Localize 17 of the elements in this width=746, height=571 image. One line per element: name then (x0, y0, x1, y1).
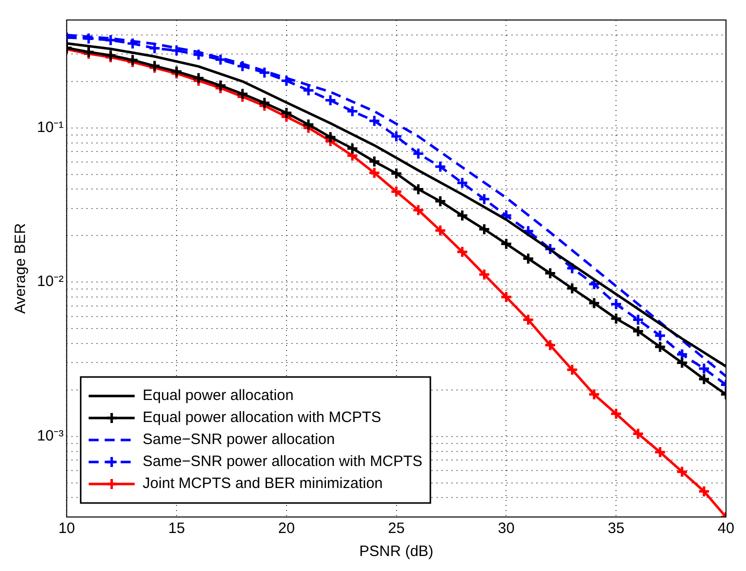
y-axis-title: Average BER (12, 223, 30, 314)
x-tick-label: 25 (388, 520, 405, 538)
x-tick-label: 30 (498, 520, 515, 538)
x-tick-label: 40 (718, 520, 734, 538)
legend-label: Same−SNR power allocation (142, 431, 335, 448)
legend-label: Equal power allocation with MCPTS (142, 409, 382, 426)
y-tick-label: 10⁻² (36, 273, 64, 290)
x-tick-label: 35 (608, 520, 624, 538)
y-tick-label: 10⁻¹ (36, 118, 64, 136)
legend-label: Joint MCPTS and BER minimization (142, 475, 383, 492)
x-tick-label: 15 (168, 520, 185, 538)
x-tick-label: 10 (58, 520, 76, 538)
y-tick-label: 10⁻³ (36, 427, 64, 444)
x-axis-title: PSNR (dB) (359, 543, 434, 560)
x-tick-label: 20 (278, 520, 295, 538)
legend-label: Equal power allocation (142, 387, 294, 404)
legend-label: Same−SNR power allocation with MCPTS (142, 453, 422, 470)
